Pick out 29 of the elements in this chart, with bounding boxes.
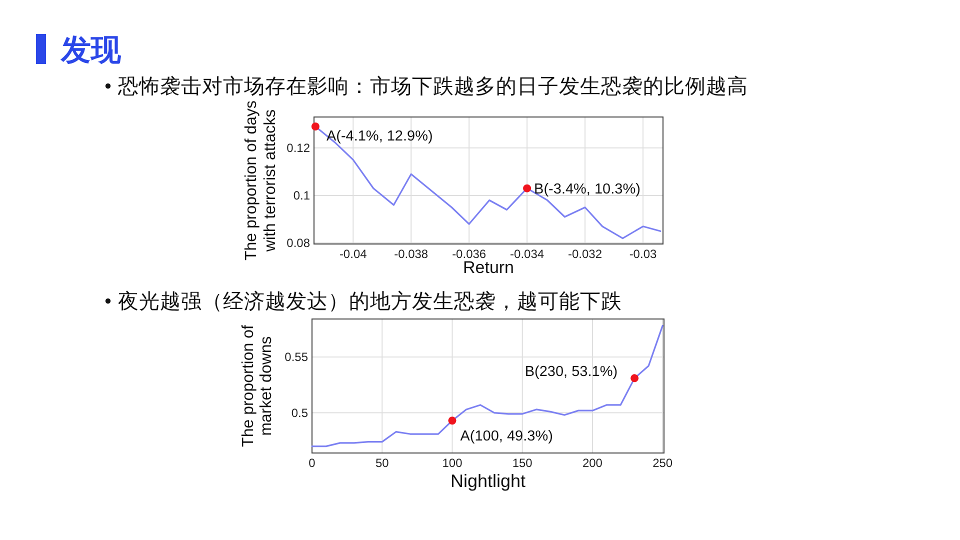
annotation: A(-4.1%, 12.9%) [326, 128, 433, 145]
x-tick-label: 200 [582, 456, 603, 470]
y-axis-title: The proportion of market downs [240, 324, 275, 447]
y-axis-title: The proportion of days with terrorist attacks [243, 100, 279, 261]
x-tick-label: -0.04 [339, 247, 368, 261]
x-tick-label: 250 [652, 456, 673, 470]
y-tick-label: 0.12 [286, 140, 310, 155]
x-tick-label: 150 [512, 456, 533, 470]
line-series [311, 324, 664, 448]
y-tick-label: 0.5 [291, 406, 308, 420]
x-axis-title: Return [462, 258, 514, 277]
y-tick-label: 0.1 [293, 188, 310, 202]
x-tick-label: -0.032 [568, 247, 602, 261]
chart-subtitle: 恐怖袭击对市场存在影响：市场下跌越多的日子发生恐袭的比例越高 [117, 75, 748, 98]
chart-title: 发现 [60, 34, 122, 67]
annotation: A(100, 49.3%) [460, 428, 553, 445]
x-tick-label: -0.034 [510, 247, 544, 261]
x-tick-label: -0.03 [629, 247, 657, 261]
x-axis-title: Nightlight [450, 471, 526, 491]
x-tick-label: 50 [375, 456, 390, 470]
y-tick-label: 0.55 [284, 350, 308, 364]
chart-subtitle: 夜光越强（经济越发达）的地方发生恐袭，越可能下跌 [118, 290, 622, 313]
annotation: B(230, 53.1%) [524, 364, 618, 380]
x-tick-label: 0 [308, 456, 316, 470]
x-tick-label: 100 [442, 456, 463, 470]
y-tick-label: 0.08 [286, 236, 310, 250]
x-tick-label: -0.038 [394, 247, 428, 261]
annotation: B(-3.4%, 10.3%) [534, 181, 640, 198]
x-tick-label: -0.036 [452, 247, 486, 261]
